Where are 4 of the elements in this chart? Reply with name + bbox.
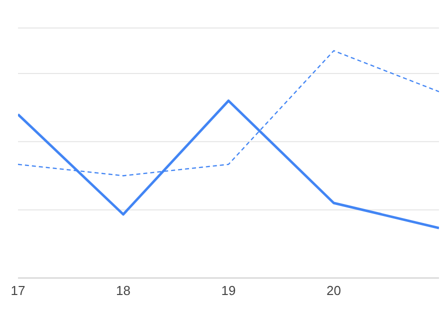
x-tick-label: 18 bbox=[116, 283, 130, 298]
x-tick-label: 20 bbox=[326, 283, 341, 298]
x-tick-label: 19 bbox=[221, 283, 236, 298]
x-tick-label: 17 bbox=[10, 283, 26, 298]
